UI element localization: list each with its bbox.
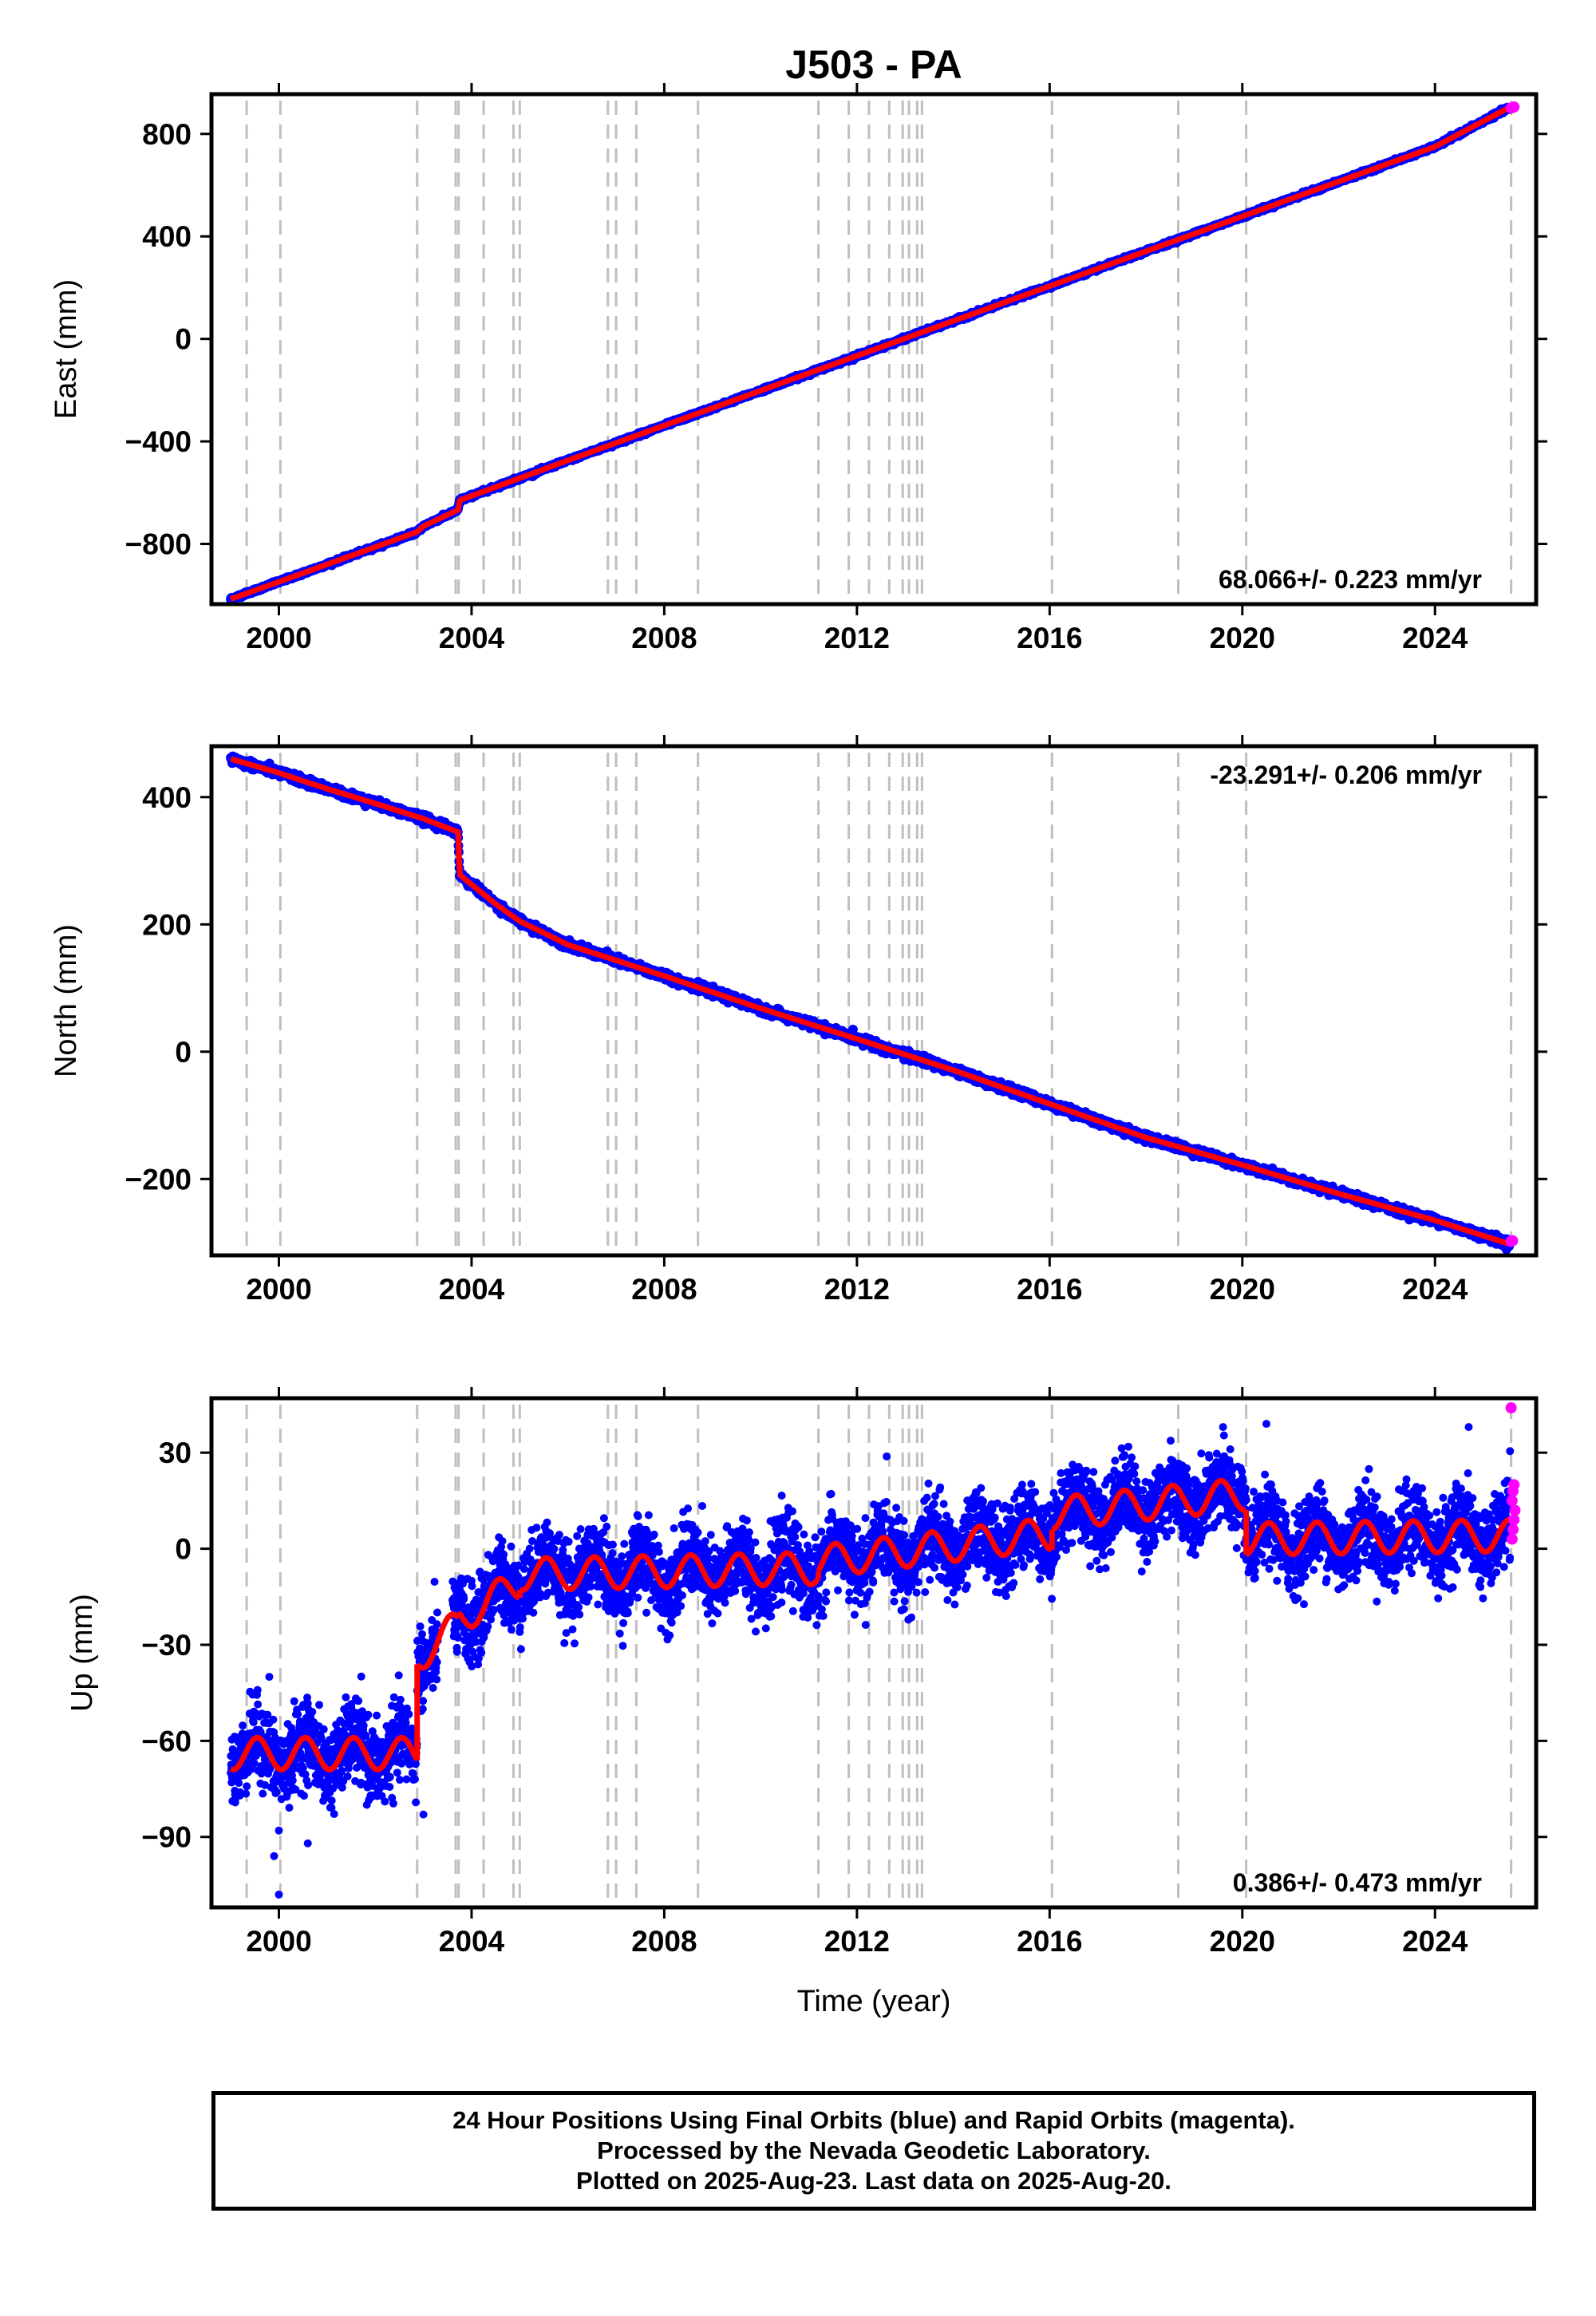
rate-annotation: 68.066+/- 0.223 mm/yr [1219, 565, 1482, 594]
x-tick-label: 2000 [246, 622, 311, 654]
chart-title: J503 - PA [785, 42, 962, 87]
x-tick-label: 2012 [824, 622, 890, 654]
y-tick-label: 0 [175, 323, 192, 356]
y-axis-label: East (mm) [49, 279, 83, 419]
x-tick-label: 2016 [1017, 622, 1082, 654]
panel-north: 2000 2004 2008 2012 2016 2020 2024−2000200400N… [49, 735, 1547, 1306]
x-tick-label: 2004 [439, 622, 505, 654]
x-tick-label: 2008 [631, 622, 697, 654]
x-axis-label: Time (year) [797, 1985, 951, 2018]
panel-east: 2000 2004 2008 2012 2016 2020 2024 −800 −400 0 400… [49, 83, 1547, 654]
y-tick-label: −400 [125, 425, 192, 458]
panel-data-area [226, 751, 1519, 1255]
final-orbit-points [226, 751, 1515, 1255]
y-tick-label: 400 [142, 220, 192, 253]
x-tick-label: 2024 [1402, 622, 1468, 654]
x-tick-label: 2020 [1210, 622, 1275, 654]
y-tick-label: 800 [142, 118, 192, 151]
panel-data-area [226, 101, 1520, 604]
rapid-point [1508, 101, 1520, 113]
y-tick-label: −800 [125, 528, 192, 561]
